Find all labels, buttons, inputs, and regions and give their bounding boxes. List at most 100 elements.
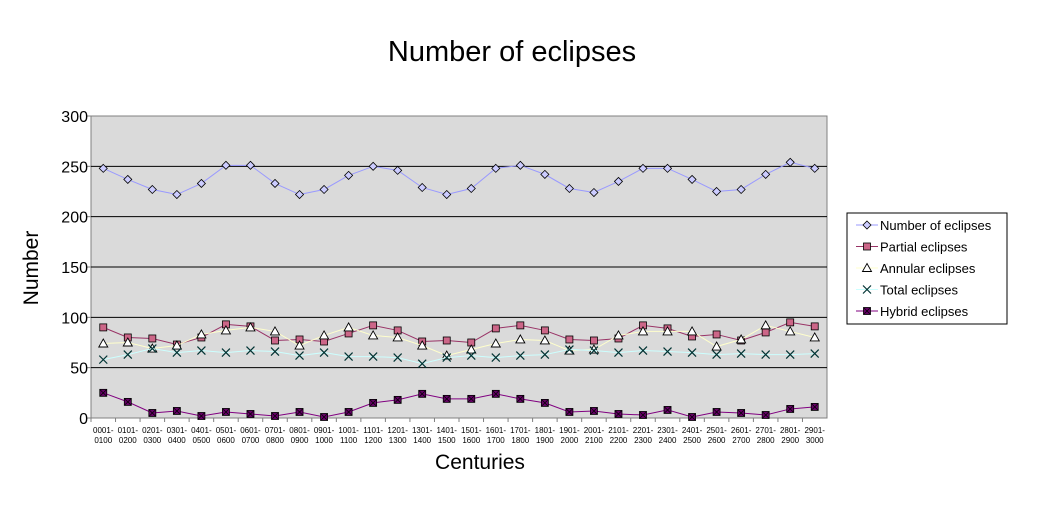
data-point bbox=[147, 184, 157, 195]
data-point bbox=[638, 163, 648, 173]
data-point bbox=[712, 350, 722, 360]
data-point bbox=[417, 359, 427, 369]
x-tick-label: 2500 bbox=[683, 436, 701, 445]
data-point bbox=[590, 407, 598, 415]
data-point bbox=[761, 350, 771, 360]
data-point bbox=[712, 186, 722, 197]
data-point bbox=[221, 160, 231, 170]
data-point bbox=[662, 163, 673, 173]
data-point bbox=[319, 348, 329, 357]
x-tick-label: 1400 bbox=[413, 436, 431, 445]
legend-item-partial-eclipses: Partial eclipses bbox=[856, 240, 968, 255]
data-point bbox=[711, 341, 722, 351]
x-tick-label: 0101- bbox=[118, 426, 139, 435]
data-point bbox=[663, 347, 672, 356]
data-point bbox=[466, 183, 476, 194]
x-tick-label: 1700 bbox=[487, 436, 505, 445]
data-point bbox=[761, 411, 770, 419]
chart-title: Number of eclipses bbox=[388, 36, 636, 68]
x-tick-label: 2000 bbox=[561, 436, 579, 445]
x-tick-label: 1001- bbox=[338, 426, 359, 435]
x-tick-label: 1901- bbox=[559, 426, 580, 435]
series-layer bbox=[97, 157, 821, 421]
data-point bbox=[491, 389, 500, 398]
x-tick-label: 1600 bbox=[462, 436, 480, 445]
data-point bbox=[196, 346, 206, 355]
data-point bbox=[712, 408, 721, 416]
data-point bbox=[760, 319, 771, 330]
x-tick-label: 0701- bbox=[265, 426, 286, 435]
x-tick-label: 2401- bbox=[682, 426, 703, 435]
data-point bbox=[245, 160, 256, 170]
data-point bbox=[810, 163, 820, 173]
data-point bbox=[663, 406, 672, 414]
data-point bbox=[319, 184, 329, 195]
data-point bbox=[491, 163, 501, 173]
legend-marker bbox=[862, 285, 872, 294]
data-point bbox=[737, 409, 746, 417]
data-point bbox=[246, 346, 255, 355]
x-tick-label: 0501- bbox=[216, 426, 237, 435]
data-point bbox=[197, 412, 206, 420]
data-point bbox=[368, 161, 378, 171]
data-point bbox=[196, 329, 207, 339]
series-line-hybrid-eclipses bbox=[103, 392, 815, 418]
data-point bbox=[785, 350, 795, 360]
x-tick-label: 2001- bbox=[584, 426, 605, 435]
data-point bbox=[810, 322, 819, 331]
data-point bbox=[295, 351, 304, 361]
x-tick-label: 2600 bbox=[708, 436, 726, 445]
x-tick-label: 0401- bbox=[191, 426, 212, 435]
data-point bbox=[343, 321, 354, 332]
data-point bbox=[467, 394, 476, 403]
x-tick-label: 0801- bbox=[289, 426, 310, 435]
data-point bbox=[97, 338, 109, 348]
data-point bbox=[613, 176, 624, 186]
data-point bbox=[613, 330, 624, 340]
x-tick-label: 1900 bbox=[536, 436, 554, 445]
x-tick-label: 0500 bbox=[193, 436, 211, 445]
series-line-partial-eclipses bbox=[103, 321, 815, 346]
data-point bbox=[344, 352, 354, 362]
data-point bbox=[687, 174, 697, 184]
x-tick-label: 0301- bbox=[167, 426, 188, 435]
data-point bbox=[614, 348, 623, 357]
data-point bbox=[490, 338, 502, 348]
data-point bbox=[442, 189, 452, 200]
data-point bbox=[222, 408, 230, 416]
legend-item-number-of-eclipses: Number of eclipses bbox=[856, 218, 992, 233]
legend-marker bbox=[862, 220, 872, 230]
x-tick-label: 1100 bbox=[340, 436, 358, 445]
series-hybrid-eclipses bbox=[99, 388, 819, 421]
x-tick-label: 1201- bbox=[387, 426, 408, 435]
data-point bbox=[418, 389, 427, 398]
data-point bbox=[736, 349, 746, 358]
data-point bbox=[539, 335, 551, 345]
legend-label: Partial eclipses bbox=[880, 240, 968, 255]
data-point bbox=[99, 388, 108, 397]
data-point bbox=[392, 332, 403, 342]
legend-label: Annular eclipses bbox=[880, 261, 976, 276]
data-point bbox=[564, 345, 574, 354]
data-point bbox=[123, 397, 132, 406]
data-point bbox=[491, 324, 500, 333]
y-tick-label: 250 bbox=[61, 159, 88, 176]
x-tick-label: 1301- bbox=[412, 426, 433, 435]
data-point bbox=[270, 347, 280, 356]
data-point bbox=[369, 398, 378, 407]
data-point bbox=[590, 336, 598, 345]
data-point bbox=[662, 326, 673, 336]
data-point bbox=[269, 326, 281, 336]
data-point bbox=[172, 348, 182, 357]
y-axis-title: Number bbox=[20, 231, 43, 306]
legend-label: Total eclipses bbox=[880, 283, 959, 298]
data-point bbox=[638, 346, 648, 355]
data-point bbox=[785, 157, 795, 167]
y-tick-label: 50 bbox=[70, 361, 88, 378]
x-tick-label: 2700 bbox=[732, 436, 750, 445]
data-point bbox=[295, 408, 304, 416]
legend-item-hybrid-eclipses: Hybrid eclipses bbox=[856, 304, 969, 319]
data-point bbox=[466, 351, 476, 361]
data-point bbox=[810, 349, 820, 358]
data-point bbox=[516, 394, 525, 403]
